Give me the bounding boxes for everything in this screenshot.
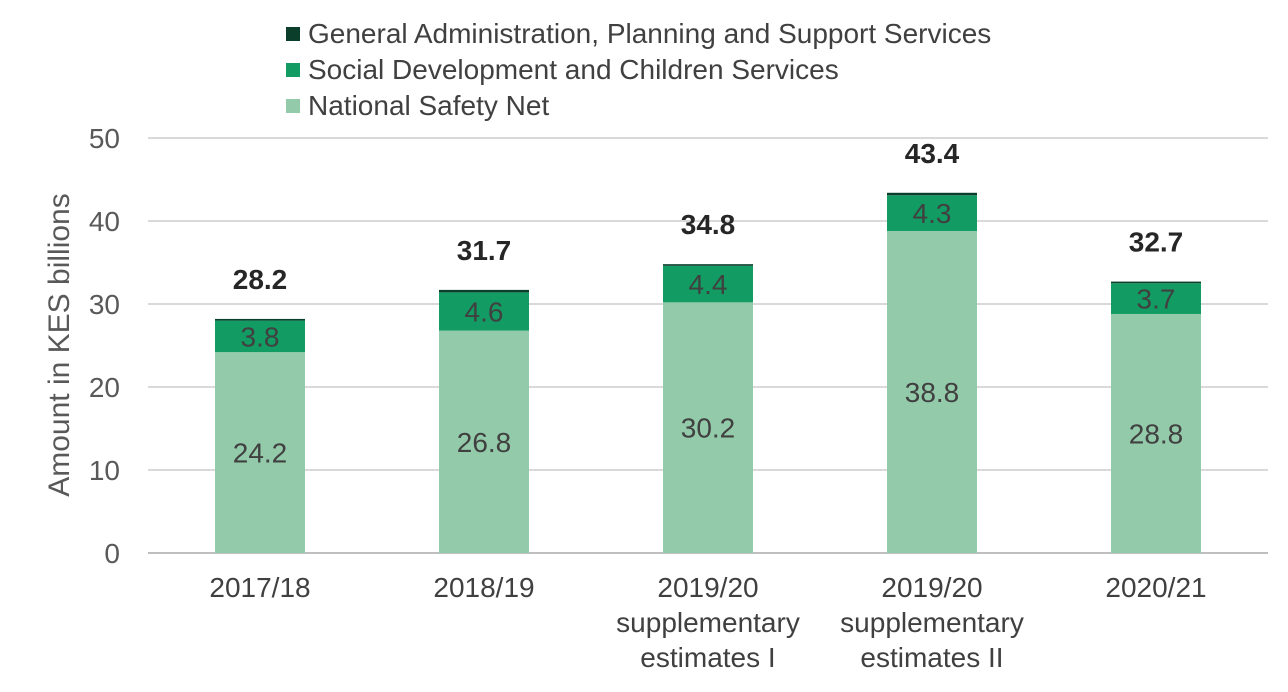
segment-label: 4.3	[913, 198, 952, 229]
legend: General Administration, Planning and Sup…	[286, 16, 991, 124]
bar-segment	[1111, 281, 1201, 284]
total-label: 43.4	[905, 138, 960, 169]
legend-swatch	[286, 63, 300, 77]
bar-segment	[439, 330, 529, 553]
x-tick-label: 2020/21	[1046, 570, 1266, 605]
segment-label: 4.6	[465, 296, 504, 327]
segment-label: 30.2	[681, 413, 736, 444]
x-tick-label: 2018/19	[374, 570, 594, 605]
x-tick-label: 2017/18	[150, 570, 370, 605]
bar-segment	[887, 230, 977, 553]
segment-label: 38.8	[905, 377, 960, 408]
legend-label: Social Development and Children Services	[308, 54, 839, 85]
bar-segment	[439, 289, 529, 293]
bar-segment	[215, 352, 305, 553]
legend-swatch	[286, 99, 300, 113]
y-tick-label: 50	[89, 123, 120, 154]
segment-label: 26.8	[457, 427, 512, 458]
x-tick-label-line: supplementary	[840, 607, 1024, 638]
x-tick-label-line: estimates II	[860, 642, 1004, 673]
x-tick-label-line: 2020/21	[1105, 572, 1207, 603]
bar-segment	[887, 195, 977, 231]
legend-item-social-development: Social Development and Children Services	[286, 52, 991, 88]
y-tick-label: 0	[104, 538, 120, 569]
y-axis-label: Amount in KES billions	[43, 193, 76, 497]
x-tick-label: 2019/20 supplementary estimates I	[598, 570, 818, 675]
bar-segment	[1111, 283, 1201, 314]
total-labels: 28.2 31.7 34.8 43.4 32.7	[233, 138, 1184, 295]
segment-label: 3.7	[1137, 284, 1176, 315]
segment-label: 4.4	[689, 269, 728, 300]
legend-item-general-administration: General Administration, Planning and Sup…	[286, 16, 991, 52]
x-tick-label: 2019/20 supplementary estimates II	[822, 570, 1042, 675]
bar-segment	[1111, 313, 1201, 553]
legend-swatch	[286, 27, 300, 41]
total-label: 31.7	[457, 235, 512, 266]
y-tick-label: 40	[89, 206, 120, 237]
y-axis-ticks: 0 10 20 30 40 50	[89, 123, 120, 569]
legend-label: General Administration, Planning and Sup…	[308, 18, 992, 49]
segment-label: 3.8	[241, 321, 280, 352]
bar-segment	[663, 265, 753, 303]
total-label: 32.7	[1129, 227, 1184, 258]
legend-label: National Safety Net	[308, 90, 550, 121]
legend-item-national-safety-net: National Safety Net	[286, 88, 991, 124]
y-tick-label: 10	[89, 455, 120, 486]
x-tick-label-line: 2018/19	[433, 572, 535, 603]
bar-segment	[215, 320, 305, 353]
y-tick-label: 30	[89, 289, 120, 320]
bar-segment	[215, 318, 305, 321]
segment-labels: 24.2 3.8 26.8 4.6 30.2 4.4 38.8 4.3 28.8 3.7	[233, 198, 1184, 468]
segment-label: 24.2	[233, 438, 288, 469]
bar-segment	[663, 302, 753, 553]
x-tick-label-line: estimates I	[640, 642, 776, 673]
segment-label: 28.8	[1129, 418, 1184, 449]
x-tick-label-line: supplementary	[616, 607, 800, 638]
total-label: 34.8	[681, 209, 736, 240]
bar-segment	[887, 192, 977, 196]
x-tick-label-line: 2019/20	[881, 572, 983, 603]
bars	[215, 192, 1201, 553]
y-tick-label: 20	[89, 372, 120, 403]
bar-segment	[663, 264, 753, 266]
total-label: 28.2	[233, 264, 288, 295]
x-tick-label-line: 2017/18	[209, 572, 311, 603]
bar-segment	[439, 292, 529, 331]
x-tick-label-line: 2019/20	[657, 572, 759, 603]
